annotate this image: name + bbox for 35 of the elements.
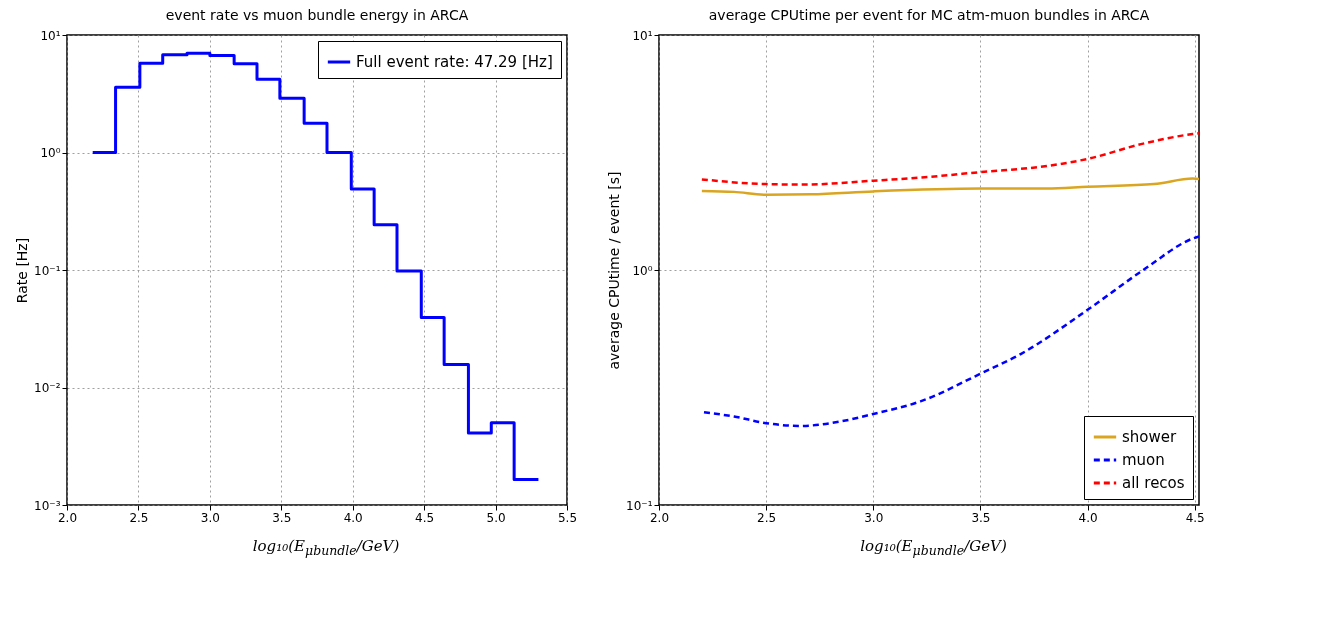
y-tick-label: 10⁻¹	[626, 498, 653, 513]
y-tick-label: 10¹	[40, 28, 61, 43]
x-tick-label: 4.0	[343, 510, 363, 525]
legend-label: muon	[1122, 451, 1165, 469]
x-axis-title: log₁₀(E$_{μbundle}$/GeV)	[251, 537, 401, 558]
x-tick-label: 5.5	[557, 510, 578, 525]
line-series	[700, 131, 1199, 186]
y-axis-title: Rate [Hz]	[14, 237, 31, 304]
x-tick-label: 2.5	[757, 510, 777, 525]
x-tick-label: 3.5	[272, 510, 292, 525]
x-tick-label: 2.0	[57, 510, 78, 525]
x-tick-label: 4.5	[415, 510, 435, 525]
x-tick-label: 3.0	[864, 510, 884, 525]
x-tick-label: 3.5	[971, 510, 991, 525]
x-tick-label: 2.5	[129, 510, 149, 525]
line-series	[700, 177, 1199, 197]
line-series	[702, 235, 1199, 428]
y-tick-label: 10¹	[632, 28, 653, 43]
x-tick-label: 4.0	[1078, 510, 1098, 525]
x-axis-title: log₁₀(E$_{μbundle}$/GeV)	[859, 537, 1008, 558]
y-tick-label: 10⁻²	[34, 381, 61, 395]
y-tick-label: 10⁰	[632, 263, 653, 278]
y-tick-label: 10⁻³	[34, 498, 61, 513]
y-tick-label: 10⁰	[40, 146, 61, 160]
chart-title: average CPUtime per event for MC atm-muon bundles in ARCA	[708, 7, 1150, 23]
x-tick-label: 5.0	[486, 510, 506, 525]
chart-title: event rate vs muon bundle energy in ARCA	[165, 7, 469, 23]
legend-label: shower	[1122, 428, 1177, 446]
legend-label: Full event rate: 47.29 [Hz]	[356, 53, 553, 71]
legend-label: all recos	[1122, 474, 1185, 492]
x-tick-label: 4.5	[1185, 510, 1205, 525]
x-tick-label: 2.0	[649, 510, 670, 525]
x-tick-label: 3.0	[200, 510, 220, 525]
y-axis-title: average CPUtime / event [s]	[606, 171, 623, 370]
y-tick-label: 10⁻¹	[34, 263, 61, 278]
